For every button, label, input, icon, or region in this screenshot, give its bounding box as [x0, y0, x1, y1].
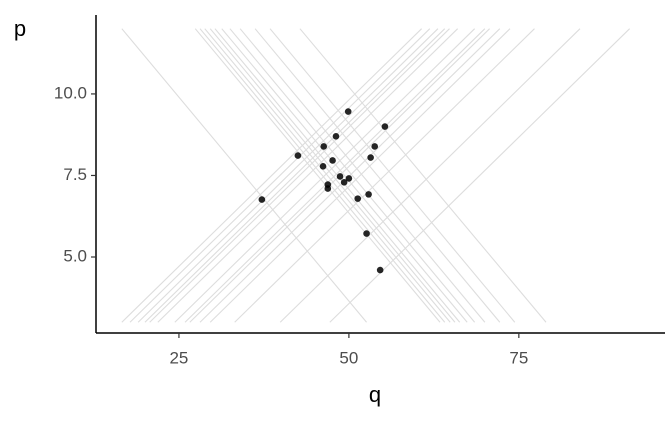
- x-tick-label: 75: [509, 348, 528, 367]
- point: [258, 196, 266, 203]
- point: [329, 157, 336, 164]
- line: [239, 28, 486, 323]
- line: [184, 28, 486, 323]
- line: [204, 28, 451, 323]
- line: [279, 28, 581, 323]
- y-tick-label: 7.5: [63, 165, 87, 184]
- line: [329, 28, 631, 323]
- line: [194, 28, 441, 323]
- point: [336, 173, 344, 180]
- point: [365, 191, 372, 198]
- line: [199, 28, 446, 323]
- line: [149, 28, 450, 323]
- line: [254, 28, 501, 323]
- x-tick-label: 25: [169, 348, 188, 367]
- line: [229, 28, 476, 323]
- line: [234, 28, 535, 323]
- point: [320, 143, 328, 150]
- line: [157, 28, 459, 323]
- point: [376, 266, 384, 274]
- point: [367, 154, 374, 161]
- point: [381, 123, 389, 130]
- line: [121, 28, 367, 323]
- y-axis-title: p: [14, 16, 26, 41]
- line: [209, 28, 456, 323]
- point: [363, 230, 370, 237]
- point: [344, 108, 352, 115]
- point: [354, 195, 362, 202]
- point: [294, 152, 302, 159]
- point: [332, 133, 340, 140]
- y-tick-label: 5.0: [63, 246, 87, 265]
- point: [324, 185, 332, 192]
- point: [319, 163, 327, 170]
- point: [345, 175, 353, 182]
- line: [121, 28, 423, 323]
- y-tick-label: 10.0: [54, 83, 87, 102]
- point: [340, 179, 348, 186]
- point: [371, 143, 379, 150]
- line: [269, 28, 516, 323]
- x-axis-title: q: [369, 382, 381, 407]
- line: [209, 28, 511, 323]
- line: [144, 28, 446, 323]
- line: [137, 28, 439, 323]
- line: [221, 28, 468, 323]
- x-tick-label: 50: [339, 348, 358, 367]
- line: [174, 28, 476, 323]
- line: [299, 28, 547, 323]
- line: [129, 28, 431, 323]
